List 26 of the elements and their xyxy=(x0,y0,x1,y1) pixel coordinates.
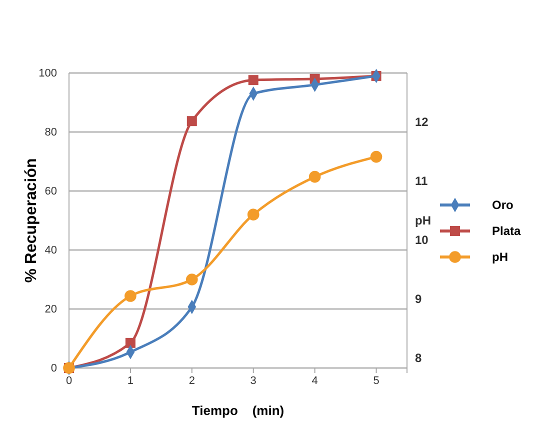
y2-tick-label: 9 xyxy=(415,292,422,306)
point xyxy=(186,116,197,126)
x-tick-label: 1 xyxy=(127,374,134,387)
y-tick-label: 80 xyxy=(44,126,57,139)
y2-tick-label: 11 xyxy=(415,174,428,188)
y2-tick-label: 10 xyxy=(415,233,429,247)
point xyxy=(125,338,136,348)
y2-axis-title: pH xyxy=(415,214,431,228)
y-tick-label: 20 xyxy=(44,304,57,316)
y-tick-label: 60 xyxy=(44,186,57,198)
y2-tick-label: 8 xyxy=(415,351,422,365)
legend-label: Plata xyxy=(492,224,522,238)
x-tick-label: 3 xyxy=(250,374,256,387)
x-axis-title: Tiempo (min) xyxy=(192,403,284,418)
x-tick-label: 5 xyxy=(373,374,380,387)
legend-label: Oro xyxy=(492,198,514,212)
legend-label: pH xyxy=(492,250,508,264)
y-tick-label: 40 xyxy=(44,244,57,257)
y-axis-title: % Recuperación xyxy=(23,158,40,283)
point xyxy=(248,75,258,86)
x-tick-label: 2 xyxy=(188,374,195,387)
x-tick-label: 4 xyxy=(312,374,318,387)
y-tick-label: 0 xyxy=(50,362,57,375)
x-tick-label: 0 xyxy=(66,374,72,387)
y-tick-label: 100 xyxy=(38,68,57,80)
y2-tick-label: 12 xyxy=(415,115,429,129)
